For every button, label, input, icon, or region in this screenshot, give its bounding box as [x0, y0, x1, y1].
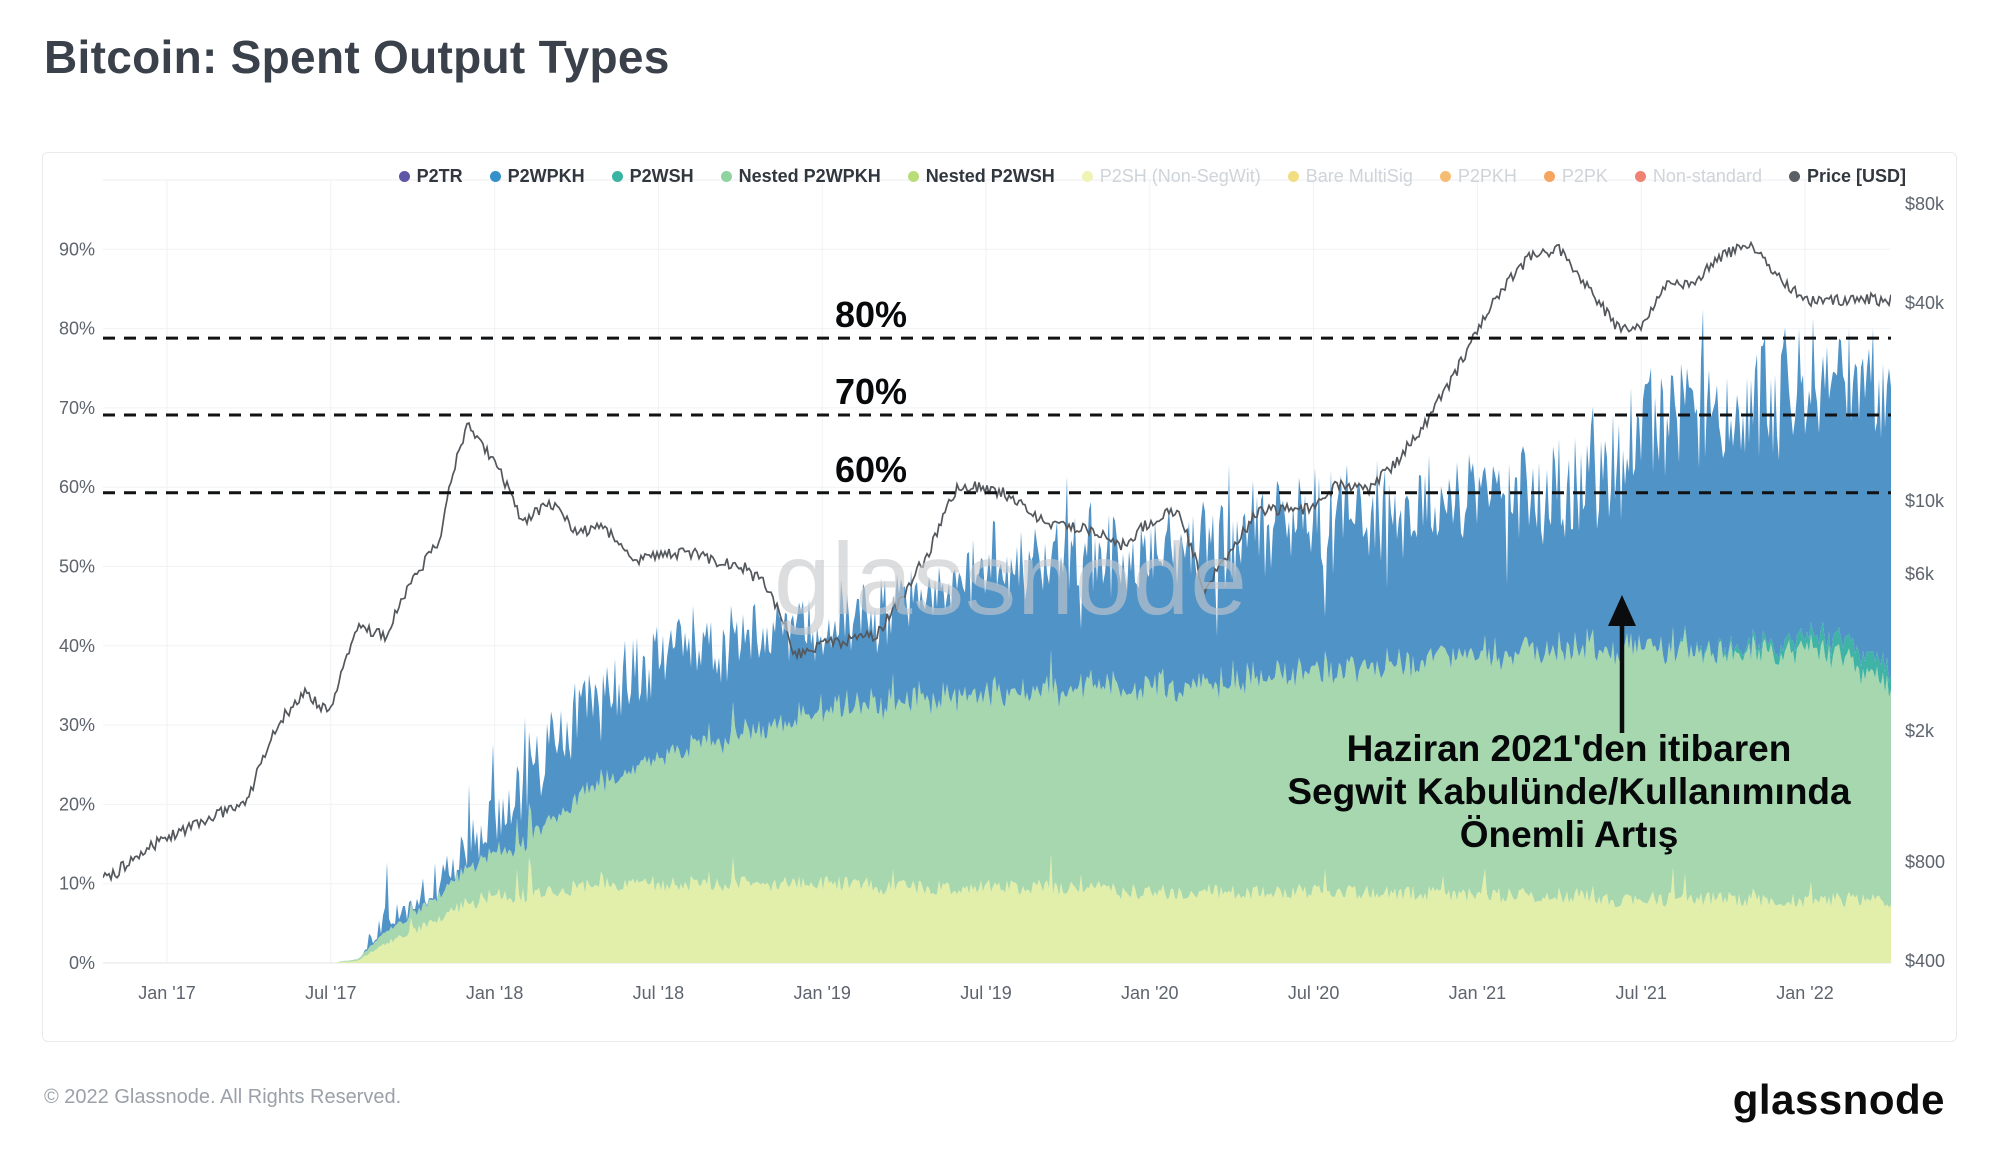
- legend-dot-icon: [489, 171, 501, 182]
- legend-dot-icon: [611, 171, 623, 182]
- svg-text:30%: 30%: [59, 715, 95, 735]
- legend-dot-icon: [1081, 171, 1093, 182]
- legend-label: Nested P2WSH: [925, 166, 1055, 186]
- svg-text:60%: 60%: [835, 449, 907, 490]
- annotation-line-2: Segwit Kabulünde/Kullanımında: [1287, 771, 1851, 812]
- legend-dot-icon: [1439, 171, 1451, 182]
- legend-dot-icon: [398, 171, 410, 182]
- svg-text:60%: 60%: [59, 477, 95, 497]
- svg-text:$2k: $2k: [1905, 721, 1935, 741]
- annotation-line-1: Haziran 2021'den itibaren: [1346, 728, 1792, 769]
- legend-item-non-standard[interactable]: Non-standard: [1634, 166, 1762, 187]
- svg-text:$80k: $80k: [1905, 194, 1945, 214]
- svg-text:Jan '19: Jan '19: [793, 983, 850, 1003]
- legend-dot-icon: [1788, 171, 1800, 182]
- legend-label: P2PK: [1561, 166, 1608, 186]
- legend-item-nested-p2wpkh[interactable]: Nested P2WPKH: [720, 166, 881, 187]
- svg-text:$10k: $10k: [1905, 491, 1945, 511]
- legend-item-bare-multisig[interactable]: Bare MultiSig: [1287, 166, 1413, 187]
- svg-text:$400: $400: [1905, 951, 1945, 971]
- legend-dot-icon: [1543, 171, 1555, 182]
- svg-text:Jan '17: Jan '17: [138, 983, 195, 1003]
- legend-item-p2sh-non-segwit-[interactable]: P2SH (Non-SegWit): [1081, 166, 1261, 187]
- legend-item-p2tr[interactable]: P2TR: [398, 166, 463, 187]
- annotation-text: Haziran 2021'den itibaren Segwit Kabulün…: [1189, 727, 1949, 856]
- legend-label: P2TR: [416, 166, 463, 186]
- svg-text:Jan '21: Jan '21: [1449, 983, 1506, 1003]
- legend-dot-icon: [907, 171, 919, 182]
- svg-text:90%: 90%: [59, 239, 95, 259]
- svg-text:0%: 0%: [69, 953, 95, 973]
- svg-text:Jan '18: Jan '18: [466, 983, 523, 1003]
- page-title: Bitcoin: Spent Output Types: [44, 31, 670, 83]
- svg-text:Jul '21: Jul '21: [1615, 983, 1666, 1003]
- legend-dot-icon: [1634, 171, 1646, 182]
- svg-text:Jan '20: Jan '20: [1121, 983, 1178, 1003]
- legend-item-p2pkh[interactable]: P2PKH: [1439, 166, 1517, 187]
- legend-item-p2wsh[interactable]: P2WSH: [611, 166, 694, 187]
- svg-text:$40k: $40k: [1905, 293, 1945, 313]
- svg-text:70%: 70%: [835, 371, 907, 412]
- legend-label: Bare MultiSig: [1305, 166, 1413, 186]
- svg-text:80%: 80%: [835, 294, 907, 335]
- svg-text:Jul '17: Jul '17: [305, 983, 356, 1003]
- legend-label: Price [USD]: [1806, 166, 1906, 186]
- legend-label: Non-standard: [1652, 166, 1762, 186]
- svg-text:20%: 20%: [59, 794, 95, 814]
- svg-text:Jul '20: Jul '20: [1288, 983, 1339, 1003]
- chart-card: P2TR P2WPKH P2WSH Nested P2WPKH Nested P2WSH…: [42, 152, 1957, 1042]
- svg-text:10%: 10%: [59, 874, 95, 894]
- svg-text:$6k: $6k: [1905, 564, 1935, 584]
- svg-text:50%: 50%: [59, 557, 95, 577]
- svg-text:80%: 80%: [59, 319, 95, 339]
- copyright-text: © 2022 Glassnode. All Rights Reserved.: [44, 1086, 402, 1108]
- plot-area: 80% 70% 60% 0% 10% 20% 30% 40% 50% 60% 70% 80% 90% $8…: [43, 153, 1956, 1041]
- legend-item-price-usd-[interactable]: Price [USD]: [1788, 166, 1906, 187]
- legend-label: P2PKH: [1457, 166, 1517, 186]
- legend-label: P2WSH: [629, 166, 694, 186]
- svg-text:40%: 40%: [59, 636, 95, 656]
- svg-text:Jan '22: Jan '22: [1776, 983, 1833, 1003]
- legend-item-p2pk[interactable]: P2PK: [1543, 166, 1608, 187]
- legend-item-p2wpkh[interactable]: P2WPKH: [489, 166, 585, 187]
- svg-text:Jul '18: Jul '18: [633, 983, 684, 1003]
- legend-item-nested-p2wsh[interactable]: Nested P2WSH: [907, 166, 1055, 187]
- svg-text:$800: $800: [1905, 852, 1945, 872]
- legend-label: Nested P2WPKH: [738, 166, 881, 186]
- legend-label: P2SH (Non-SegWit): [1099, 166, 1261, 186]
- chart-canvas: 80% 70% 60% 0% 10% 20% 30% 40% 50% 60% 70% 80% 90% $8…: [59, 179, 1945, 1003]
- chart-legend: P2TR P2WPKH P2WSH Nested P2WPKH Nested P2WSH…: [398, 166, 1906, 187]
- legend-label: P2WPKH: [507, 166, 585, 186]
- svg-text:70%: 70%: [59, 398, 95, 418]
- svg-text:Jul '19: Jul '19: [960, 983, 1011, 1003]
- annotation-line-3: Önemli Artış: [1459, 814, 1679, 855]
- legend-dot-icon: [720, 171, 732, 182]
- legend-dot-icon: [1287, 171, 1299, 182]
- glassnode-logo: glassnode: [1732, 1076, 1945, 1123]
